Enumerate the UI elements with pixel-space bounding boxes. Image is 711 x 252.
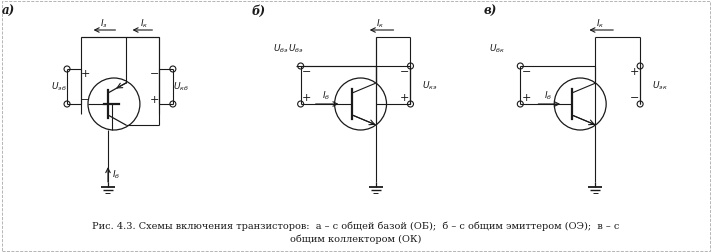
Text: $I_б$: $I_б$ — [544, 90, 552, 102]
Text: $U_{бэ}$: $U_{бэ}$ — [273, 43, 289, 55]
Text: $I_к$: $I_к$ — [140, 18, 149, 30]
Text: +: + — [400, 93, 409, 103]
Text: +: + — [80, 69, 90, 79]
Text: $U_{бэ}$: $U_{бэ}$ — [288, 43, 304, 55]
Text: −: − — [522, 67, 531, 77]
Text: $I_к$: $I_к$ — [376, 18, 385, 30]
Text: $I_з$: $I_з$ — [100, 18, 107, 30]
Text: $U_{бк}$: $U_{бк}$ — [489, 43, 506, 55]
Text: $U_{кэ}$: $U_{кэ}$ — [422, 80, 438, 92]
Text: −: − — [150, 69, 159, 79]
Text: +: + — [302, 93, 311, 103]
Text: +: + — [629, 67, 638, 77]
Text: $I_б$: $I_б$ — [112, 169, 120, 181]
Text: а): а) — [1, 5, 15, 17]
Text: Рис. 4.3. Схемы включения транзисторов:  а – с общей базой (ОБ);  б – с общим эм: Рис. 4.3. Схемы включения транзисторов: … — [92, 221, 619, 231]
Text: $U_{эк}$: $U_{эк}$ — [652, 80, 668, 92]
Text: −: − — [80, 95, 90, 105]
Text: $I_б$: $I_б$ — [322, 90, 331, 102]
Text: $U_{кб}$: $U_{кб}$ — [173, 81, 189, 93]
Text: +: + — [522, 93, 531, 103]
Text: −: − — [400, 67, 409, 77]
Text: +: + — [150, 95, 159, 105]
Text: $U_{эб}$: $U_{эб}$ — [51, 81, 67, 93]
Text: в): в) — [483, 5, 497, 17]
Text: $I_к$: $I_к$ — [596, 18, 604, 30]
Text: −: − — [302, 67, 311, 77]
Text: общим коллектором (ОК): общим коллектором (ОК) — [290, 234, 421, 244]
Text: б): б) — [252, 5, 266, 17]
Text: −: − — [629, 93, 638, 103]
